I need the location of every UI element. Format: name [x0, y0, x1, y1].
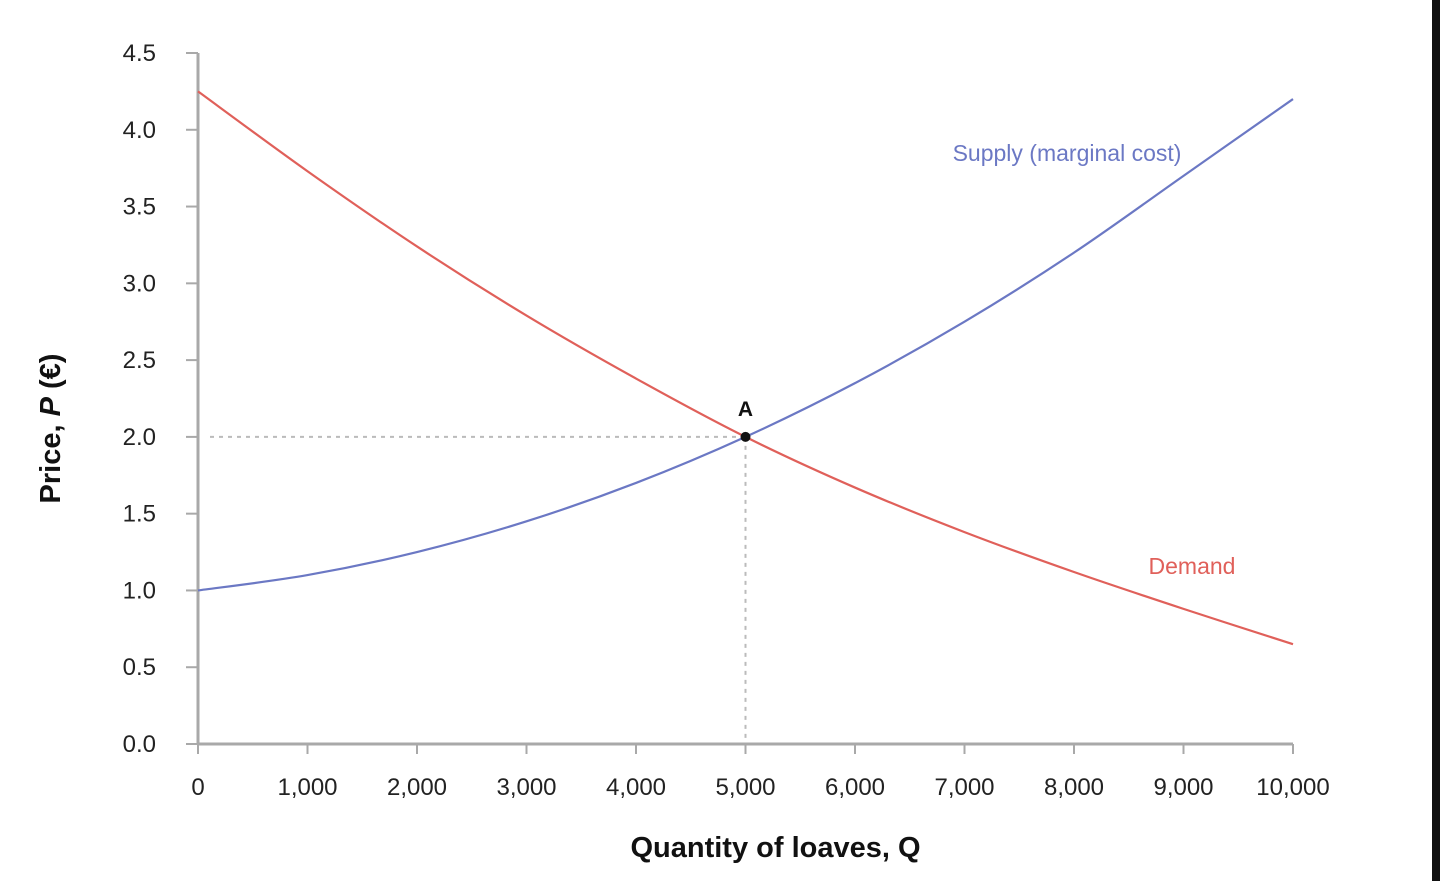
labels-group: Supply (marginal cost) Demand A: [738, 140, 1236, 579]
x-tick-label: 5,000: [715, 774, 775, 801]
demand-curve-label: Demand: [1149, 553, 1236, 579]
window-edge: [1432, 0, 1440, 881]
x-axis-title: Quantity of loaves, Q: [630, 832, 920, 864]
supply-curve: [197, 98, 1294, 592]
y-tick-label: 1.5: [123, 501, 156, 528]
y-axis-title-prefix: Price,: [35, 416, 67, 503]
x-tick-label: 6,000: [825, 774, 885, 801]
demand-curve: [197, 90, 1294, 646]
equilibrium-point: [740, 431, 751, 442]
x-tick-label: 4,000: [606, 774, 666, 801]
equilibrium-point-label: A: [738, 398, 753, 421]
x-tick-label: 7,000: [934, 774, 994, 801]
series-group: [197, 90, 1294, 646]
y-tick-label: 0.5: [123, 654, 156, 681]
y-axis-title-suffix: (€): [35, 354, 67, 398]
y-tick-label: 2.5: [123, 347, 156, 374]
x-tick-label: 9,000: [1153, 774, 1213, 801]
y-tick-label: 3.5: [123, 194, 156, 221]
x-tick-label: 3,000: [496, 774, 556, 801]
x-tick-label: 0: [191, 774, 204, 801]
x-tick-label: 2,000: [387, 774, 447, 801]
x-tick-label: 8,000: [1044, 774, 1104, 801]
y-tick-label: 4.0: [123, 117, 156, 144]
y-tick-label: 3.0: [123, 270, 156, 297]
y-tick-label: 0.0: [123, 731, 156, 758]
y-tick-label: 4.5: [123, 40, 156, 67]
axes: 0.0 0.5 1.0 1.5 2.0 2.5 3.0 3.5 4.0 4.5 0 1,000 2,00…: [123, 40, 1330, 801]
x-tick-label: 1,000: [277, 774, 337, 801]
y-tick-label: 2.0: [123, 424, 156, 451]
y-axis-title-variable: P: [35, 396, 67, 416]
equilibrium-guides: [210, 435, 747, 744]
y-axis-title: Price, P (€): [35, 354, 67, 504]
x-tick-label: 10,000: [1256, 774, 1329, 801]
supply-curve-label: Supply (marginal cost): [953, 140, 1182, 166]
y-tick-label: 1.0: [123, 577, 156, 604]
